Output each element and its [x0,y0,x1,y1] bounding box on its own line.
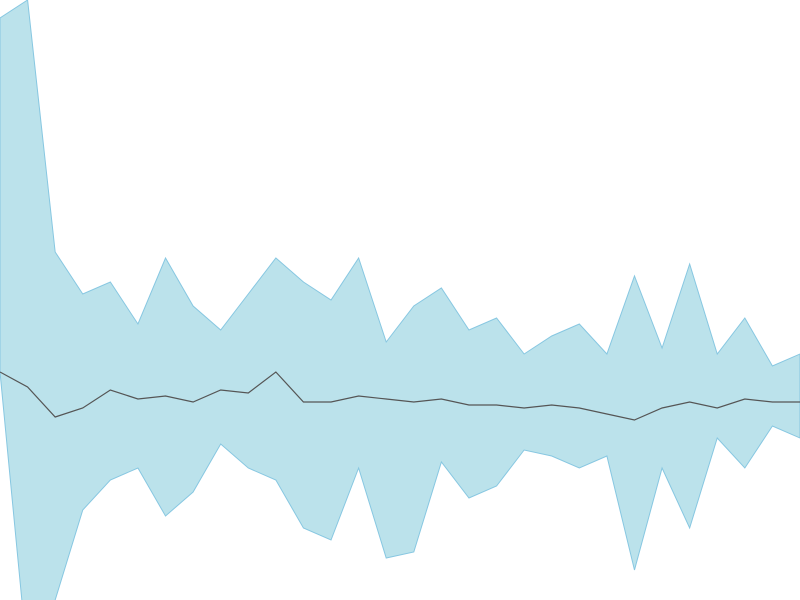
line-band-chart [0,0,800,600]
